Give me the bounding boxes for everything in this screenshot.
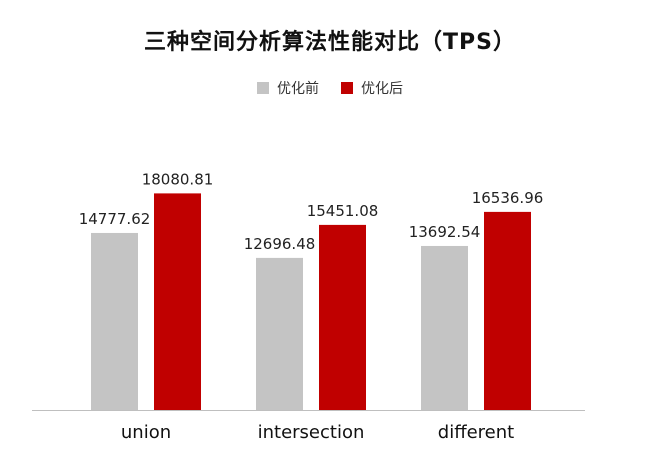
chart-title: 三种空间分析算法性能对比（TPS）: [144, 30, 516, 55]
data-label-before-different: 13692.54: [409, 223, 481, 241]
bar-after-different: [484, 211, 531, 410]
legend-swatch-after: [341, 82, 353, 94]
data-label-before-union: 14777.62: [79, 210, 151, 228]
legend-item-after: 优化后: [341, 78, 403, 98]
legend: 优化前 优化后: [0, 78, 660, 98]
legend-swatch-before: [257, 82, 269, 94]
legend-label-after: 优化后: [361, 81, 403, 97]
legend-label-before: 优化前: [277, 81, 319, 97]
bar-after-union: [154, 193, 201, 410]
data-label-before-intersection: 12696.48: [244, 235, 316, 253]
bar-before-union: [91, 232, 138, 410]
legend-item-before: 优化前: [257, 78, 319, 98]
bar-after-intersection: [319, 224, 366, 410]
category-label-union: union: [121, 422, 171, 443]
data-label-after-intersection: 15451.08: [307, 202, 379, 220]
category-label-different: different: [438, 422, 514, 443]
data-label-after-different: 16536.96: [472, 189, 544, 207]
data-label-after-union: 18080.81: [142, 170, 214, 188]
bar-before-intersection: [256, 257, 303, 410]
category-label-intersection: intersection: [258, 422, 365, 443]
bar-before-different: [421, 245, 468, 410]
